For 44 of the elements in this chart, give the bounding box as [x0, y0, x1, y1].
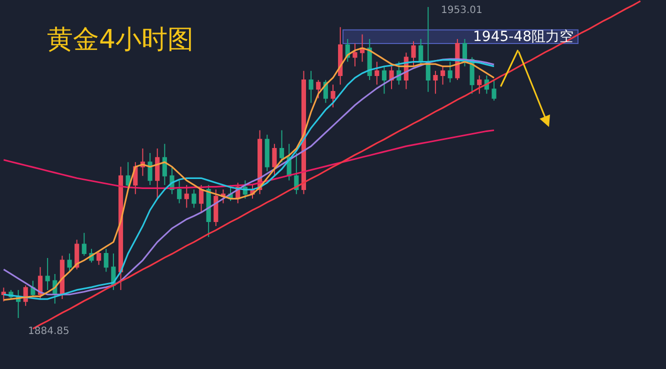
candlestick — [96, 250, 102, 266]
candlestick — [104, 248, 108, 272]
candlestick — [352, 43, 358, 67]
candlestick — [177, 180, 182, 204]
candlestick — [330, 84, 336, 108]
candlestick — [448, 61, 452, 83]
candlestick — [477, 74, 482, 94]
candlestick — [162, 143, 167, 186]
candlestick — [45, 258, 50, 290]
candlestick — [360, 34, 365, 62]
text: 1884.85 — [28, 326, 70, 337]
annotation: 1953.01 — [441, 5, 482, 16]
candlestick — [338, 26, 343, 86]
candlestick — [272, 143, 277, 176]
candlestick — [118, 166, 124, 290]
candlestick — [214, 189, 218, 227]
text: 黄金4小时图 — [47, 25, 194, 55]
candlestick — [308, 70, 314, 104]
candlestick — [184, 184, 189, 208]
candlestick — [264, 134, 270, 172]
candlestick — [411, 40, 416, 67]
candlestick — [1, 287, 6, 302]
candlestick — [23, 284, 28, 306]
candlestick — [206, 184, 211, 238]
candlestick — [192, 189, 196, 208]
candlestick — [433, 70, 438, 94]
candlestick — [316, 80, 321, 99]
candlestick — [374, 61, 380, 86]
candlestick — [155, 148, 160, 200]
candlestick — [426, 6, 430, 92]
candlestick — [198, 184, 204, 213]
candlestick — [462, 38, 468, 67]
candlestick — [38, 266, 43, 300]
candlestick — [440, 66, 446, 86]
candlestick — [279, 130, 284, 163]
candlestick — [294, 152, 299, 195]
band-label: 1945-48阻力空 — [473, 29, 574, 45]
candlestick — [382, 66, 387, 94]
candlestick — [492, 80, 496, 102]
candlestick — [74, 239, 80, 270]
candlestick — [389, 66, 394, 90]
candlestick — [67, 252, 72, 272]
candlestick — [82, 232, 86, 256]
candlestick — [148, 152, 152, 186]
